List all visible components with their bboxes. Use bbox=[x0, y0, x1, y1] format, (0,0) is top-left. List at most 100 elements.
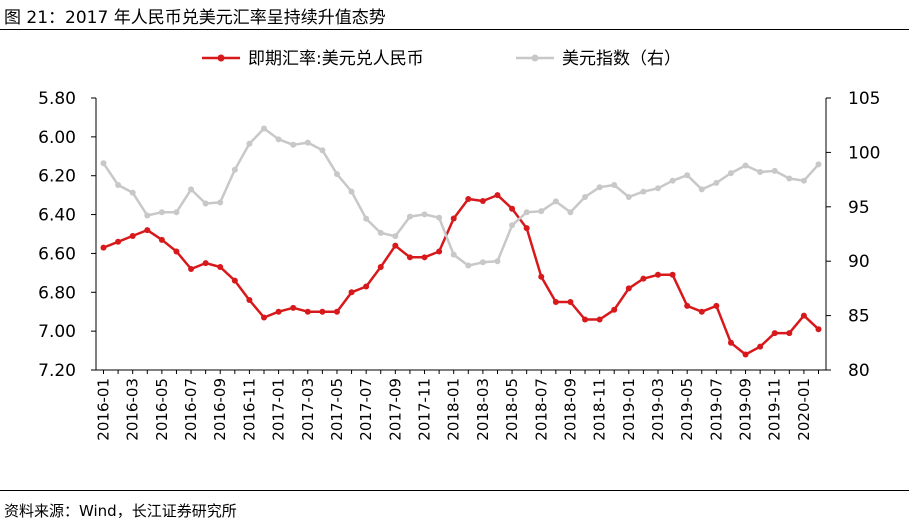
data-point bbox=[304, 308, 311, 315]
left-tick-label: 5.80 bbox=[38, 89, 76, 109]
data-point bbox=[465, 262, 472, 269]
exchange-rate-chart: 即期汇率:美元兑人民币 美元指数（右） 5.80 6.00 6.20 6.40 6.60 6… bbox=[38, 49, 880, 441]
data-point bbox=[684, 172, 691, 179]
data-point bbox=[202, 260, 209, 267]
x-tick-label: 2019-05 bbox=[678, 378, 696, 441]
source-note: 资料来源：Wind，长江证券研究所 bbox=[4, 502, 237, 520]
data-point bbox=[625, 285, 632, 292]
data-point bbox=[523, 209, 530, 216]
data-point bbox=[246, 140, 253, 147]
data-point bbox=[815, 326, 822, 333]
data-point bbox=[654, 271, 661, 278]
data-point bbox=[158, 209, 165, 216]
data-point bbox=[319, 308, 326, 315]
data-point bbox=[421, 254, 428, 261]
data-point bbox=[129, 189, 136, 196]
data-point bbox=[552, 299, 559, 305]
right-tick-label: 80 bbox=[848, 361, 870, 381]
data-point bbox=[450, 215, 457, 222]
data-point bbox=[275, 308, 282, 315]
data-point bbox=[654, 185, 661, 192]
data-point bbox=[494, 192, 501, 199]
x-tick-label: 2017-07 bbox=[357, 378, 375, 441]
data-point bbox=[173, 209, 180, 216]
data-point bbox=[392, 233, 399, 240]
legend-swatch-marker bbox=[531, 54, 539, 62]
data-point bbox=[684, 302, 691, 309]
data-point bbox=[421, 211, 428, 218]
data-point bbox=[436, 248, 443, 255]
data-point bbox=[406, 213, 413, 220]
data-point bbox=[567, 209, 574, 216]
left-tick-label: 6.60 bbox=[38, 244, 76, 264]
data-point bbox=[640, 188, 647, 195]
x-tick-label: 2019-07 bbox=[707, 378, 725, 441]
x-tick-label: 2016-07 bbox=[182, 378, 200, 441]
data-point bbox=[465, 196, 472, 203]
x-tick-label: 2017-03 bbox=[299, 378, 317, 441]
data-point bbox=[188, 186, 195, 193]
data-point bbox=[290, 304, 297, 311]
right-tick-label: 90 bbox=[848, 252, 870, 272]
x-tick-label: 2016-05 bbox=[153, 378, 171, 441]
data-point bbox=[538, 208, 545, 215]
left-tick-label: 6.20 bbox=[38, 167, 76, 187]
data-point bbox=[261, 125, 268, 132]
x-tick-label: 2018-11 bbox=[591, 378, 609, 441]
data-point bbox=[173, 248, 180, 255]
data-point bbox=[100, 160, 107, 167]
data-point bbox=[800, 177, 807, 184]
data-point bbox=[392, 242, 399, 249]
data-point bbox=[231, 166, 238, 173]
data-point bbox=[377, 229, 384, 236]
data-point bbox=[625, 194, 632, 201]
data-point bbox=[436, 214, 443, 221]
bottom-divider bbox=[0, 490, 909, 491]
left-tick-label: 6.00 bbox=[38, 128, 76, 148]
data-point bbox=[202, 200, 209, 207]
data-point bbox=[319, 147, 326, 154]
x-tick-label: 2019-11 bbox=[766, 378, 784, 441]
x-tick-label: 2019-03 bbox=[649, 378, 667, 441]
legend-item-dollar-index: 美元指数（右） bbox=[516, 49, 681, 69]
data-point bbox=[669, 271, 676, 278]
data-point bbox=[757, 343, 764, 350]
left-tick-label: 6.40 bbox=[38, 206, 76, 226]
data-point bbox=[800, 312, 807, 319]
x-tick-label: 2018-07 bbox=[532, 378, 550, 441]
data-point bbox=[479, 259, 486, 266]
data-point bbox=[567, 299, 574, 305]
right-tick-label: 100 bbox=[848, 143, 880, 163]
data-point bbox=[246, 297, 253, 304]
x-tick-label: 2017-01 bbox=[270, 378, 288, 441]
data-point bbox=[100, 244, 107, 251]
data-point bbox=[494, 258, 501, 265]
x-tick-label: 2019-01 bbox=[620, 378, 638, 441]
data-point bbox=[552, 198, 559, 205]
series-line bbox=[103, 193, 820, 356]
x-tick-label: 2020-01 bbox=[795, 378, 813, 441]
data-point bbox=[333, 308, 340, 315]
chart-plot-area bbox=[100, 125, 822, 358]
data-point bbox=[757, 168, 764, 175]
data-point bbox=[582, 194, 589, 201]
series-usdcny bbox=[100, 192, 822, 358]
x-tick-label: 2017-05 bbox=[328, 378, 346, 441]
data-point bbox=[231, 277, 238, 284]
x-tick-label: 2017-09 bbox=[386, 378, 404, 441]
x-tick-label: 2016-01 bbox=[95, 378, 113, 441]
data-point bbox=[188, 265, 195, 272]
series-line bbox=[102, 127, 820, 267]
data-point bbox=[596, 316, 603, 323]
data-point bbox=[115, 182, 122, 189]
data-point bbox=[217, 264, 224, 271]
right-tick-label: 105 bbox=[848, 89, 880, 109]
legend-label: 美元指数（右） bbox=[562, 49, 681, 69]
x-tick-label: 2018-05 bbox=[503, 378, 521, 441]
x-tick-label: 2016-09 bbox=[211, 378, 229, 441]
data-point bbox=[115, 238, 122, 245]
right-tick-label: 95 bbox=[848, 198, 870, 218]
data-point bbox=[129, 232, 136, 239]
data-point bbox=[742, 162, 749, 169]
data-point bbox=[640, 275, 647, 282]
